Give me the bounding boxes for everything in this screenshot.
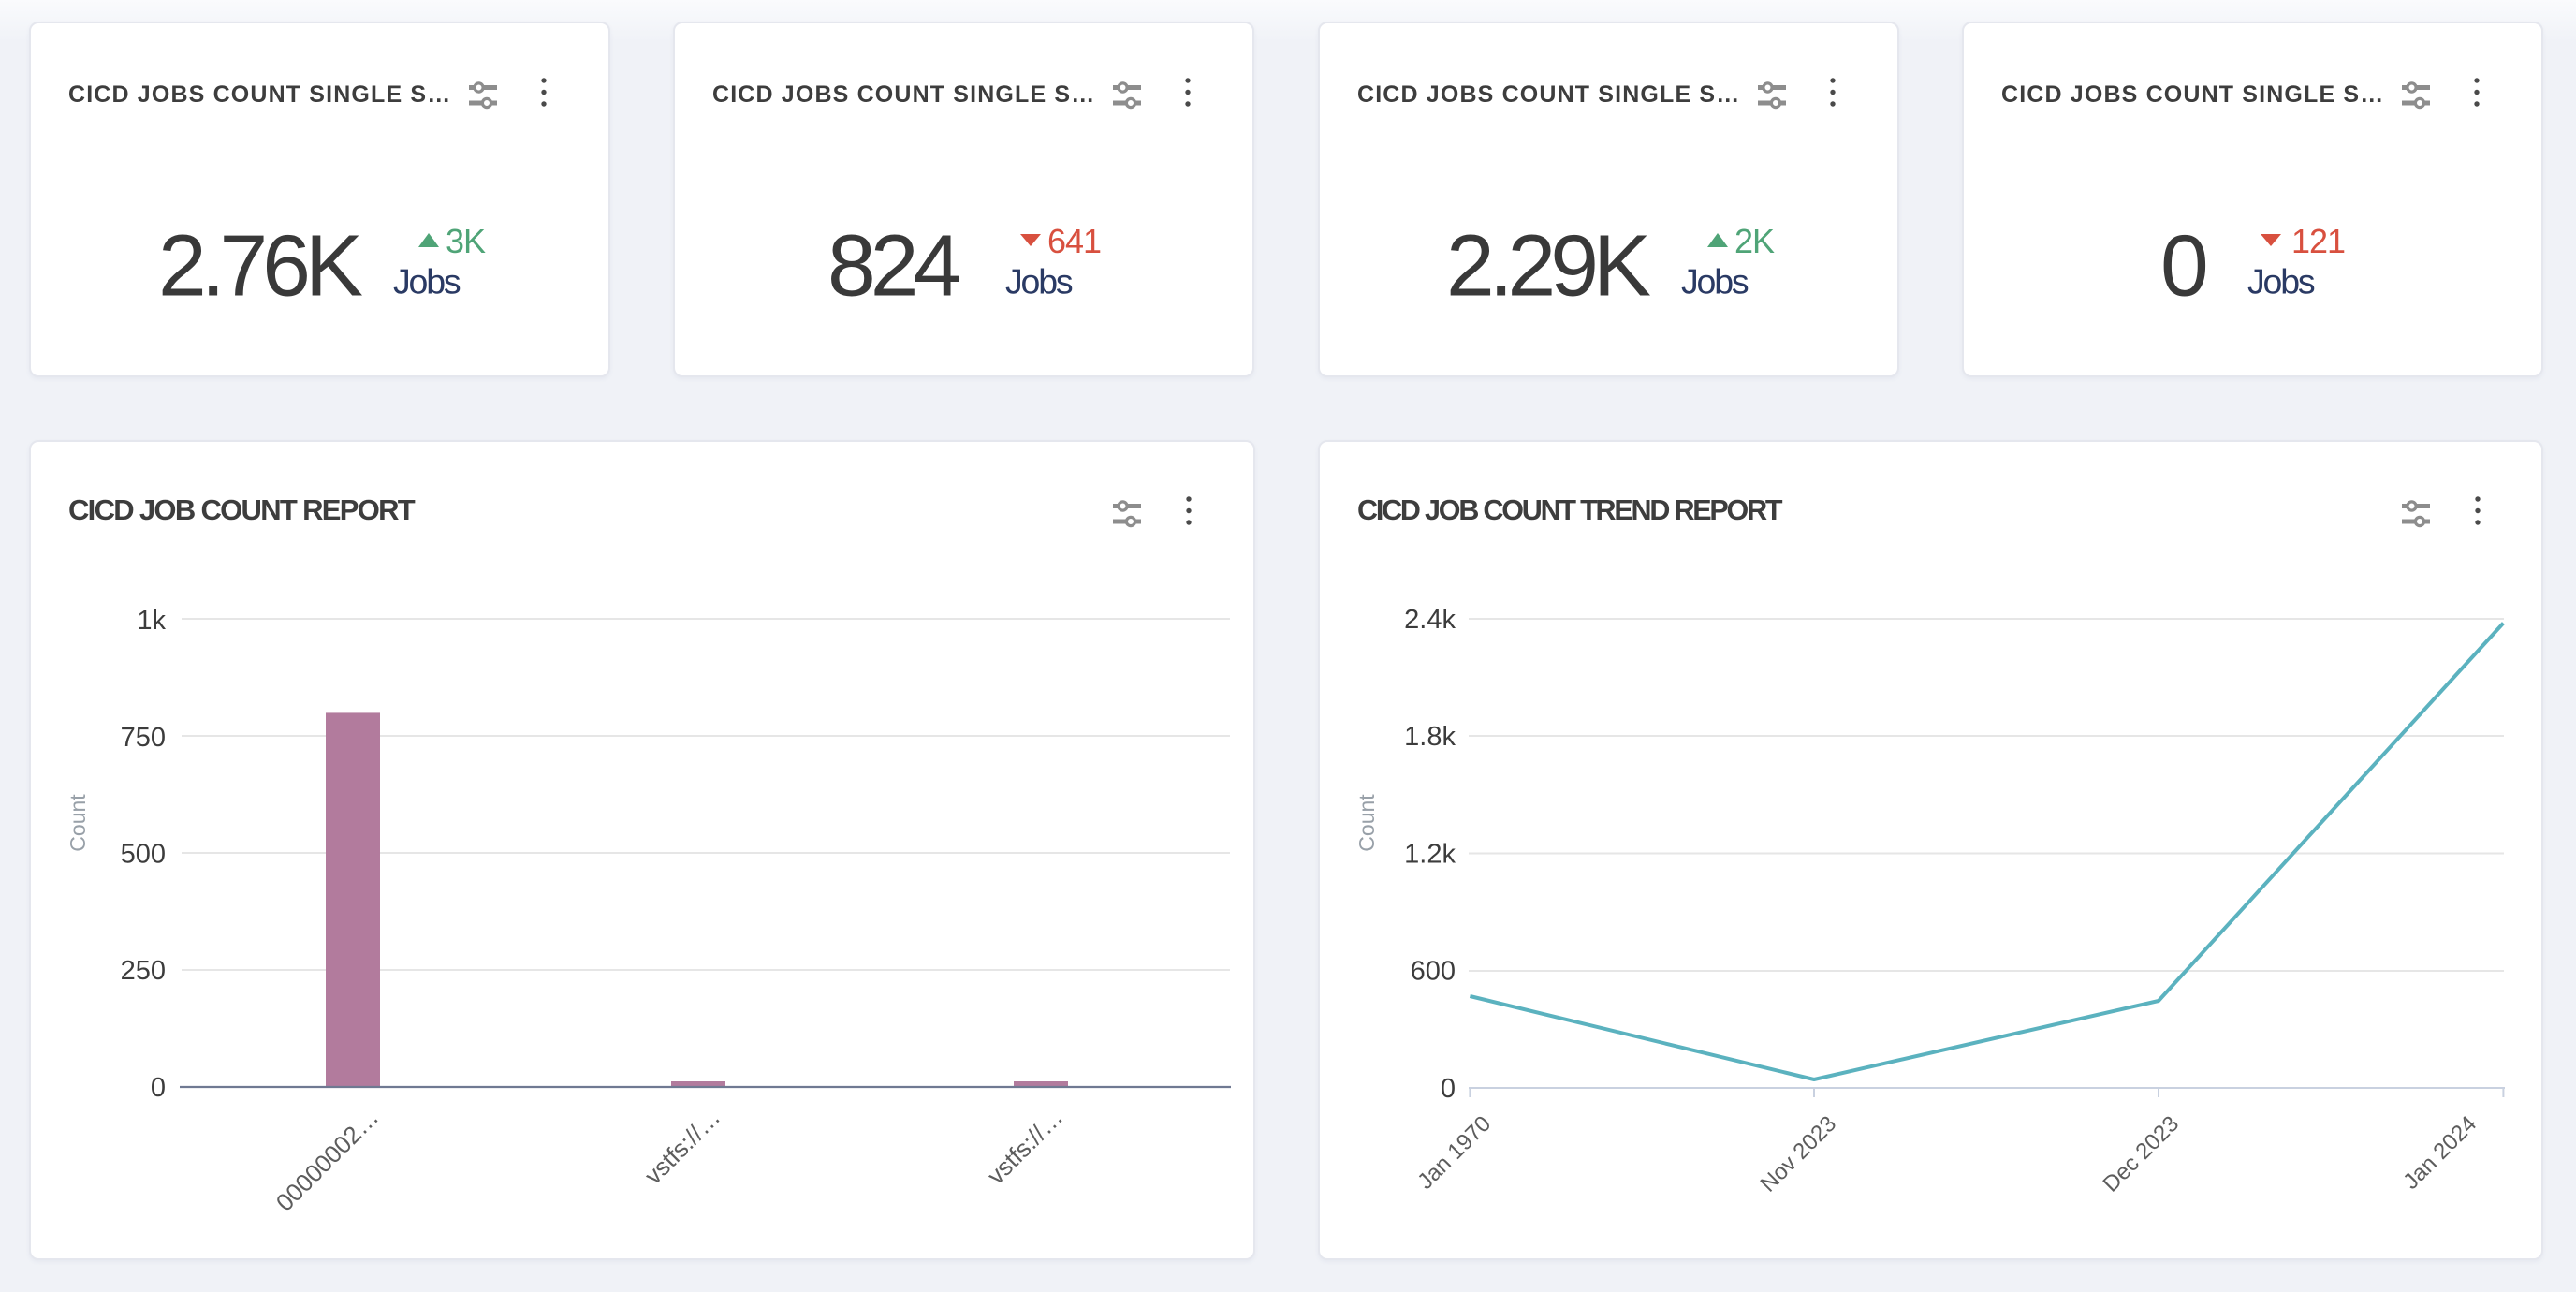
svg-text:2.29K: 2.29K [1446,217,1650,315]
svg-text:Nov 2023: Nov 2023 [1755,1111,1841,1197]
svg-text:CICD JOB COUNT REPORT: CICD JOB COUNT REPORT [68,493,416,526]
svg-text:600: 600 [1411,957,1456,987]
svg-text:CICD JOBS COUNT SINGLE S…: CICD JOBS COUNT SINGLE S… [68,81,451,108]
svg-text:2K: 2K [1734,222,1775,260]
svg-text:1k: 1k [137,606,166,636]
svg-text:Jan 2024: Jan 2024 [2398,1111,2481,1195]
svg-text:00000002…: 00000002… [271,1103,384,1216]
svg-text:Count: Count [66,794,90,852]
svg-text:1.8k: 1.8k [1404,722,1456,752]
svg-text:500: 500 [121,840,166,870]
svg-text:0: 0 [1441,1074,1456,1104]
svg-text:3K: 3K [446,222,486,260]
svg-text:CICD JOBS COUNT SINGLE S…: CICD JOBS COUNT SINGLE S… [2001,81,2384,108]
svg-text:Jan 1970: Jan 1970 [1412,1111,1496,1195]
svg-text:Dec 2023: Dec 2023 [2098,1111,2184,1197]
svg-text:Jobs: Jobs [393,262,461,301]
svg-text:Jobs: Jobs [2247,262,2315,301]
svg-text:vstfs://…: vstfs://… [982,1103,1069,1190]
svg-text:2.76K: 2.76K [158,217,362,315]
svg-text:vstfs://…: vstfs://… [639,1103,726,1190]
svg-text:Count: Count [1354,794,1379,852]
svg-text:0: 0 [151,1073,166,1103]
svg-text:641: 641 [1047,222,1101,260]
svg-text:750: 750 [121,723,166,753]
svg-text:Jobs: Jobs [1005,262,1073,301]
svg-text:CICD JOBS COUNT SINGLE S…: CICD JOBS COUNT SINGLE S… [1357,81,1740,108]
svg-text:121: 121 [2291,222,2345,260]
svg-text:0: 0 [2160,217,2206,315]
svg-text:824: 824 [827,217,959,315]
svg-text:CICD JOB COUNT TREND REPORT: CICD JOB COUNT TREND REPORT [1357,494,1783,526]
svg-text:250: 250 [121,956,166,986]
svg-text:Jobs: Jobs [1681,262,1749,301]
svg-text:1.2k: 1.2k [1404,840,1456,870]
svg-text:2.4k: 2.4k [1404,605,1456,635]
svg-text:CICD JOBS COUNT SINGLE S…: CICD JOBS COUNT SINGLE S… [712,81,1095,108]
